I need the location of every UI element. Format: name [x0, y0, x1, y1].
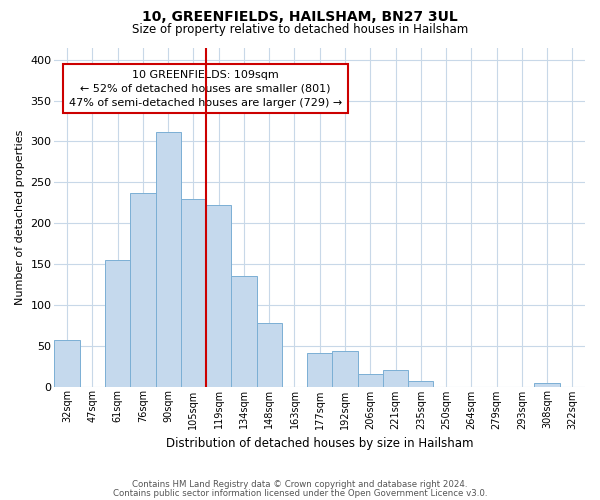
Bar — [307, 353, 332, 386]
Y-axis label: Number of detached properties: Number of detached properties — [15, 130, 25, 304]
Bar — [181, 198, 206, 386]
Bar — [383, 370, 408, 386]
Text: Contains public sector information licensed under the Open Government Licence v3: Contains public sector information licen… — [113, 488, 487, 498]
Bar — [332, 352, 358, 386]
X-axis label: Distribution of detached houses by size in Hailsham: Distribution of detached houses by size … — [166, 437, 473, 450]
Bar — [130, 193, 155, 386]
Bar — [257, 323, 282, 386]
Bar — [358, 374, 383, 386]
Bar — [535, 383, 560, 386]
Text: 10 GREENFIELDS: 109sqm
← 52% of detached houses are smaller (801)
47% of semi-de: 10 GREENFIELDS: 109sqm ← 52% of detached… — [69, 70, 342, 108]
Text: Contains HM Land Registry data © Crown copyright and database right 2024.: Contains HM Land Registry data © Crown c… — [132, 480, 468, 489]
Text: 10, GREENFIELDS, HAILSHAM, BN27 3UL: 10, GREENFIELDS, HAILSHAM, BN27 3UL — [142, 10, 458, 24]
Bar — [206, 205, 232, 386]
Bar — [105, 260, 130, 386]
Text: Size of property relative to detached houses in Hailsham: Size of property relative to detached ho… — [132, 22, 468, 36]
Bar — [55, 340, 80, 386]
Bar — [408, 381, 433, 386]
Bar — [232, 276, 257, 386]
Bar — [155, 132, 181, 386]
